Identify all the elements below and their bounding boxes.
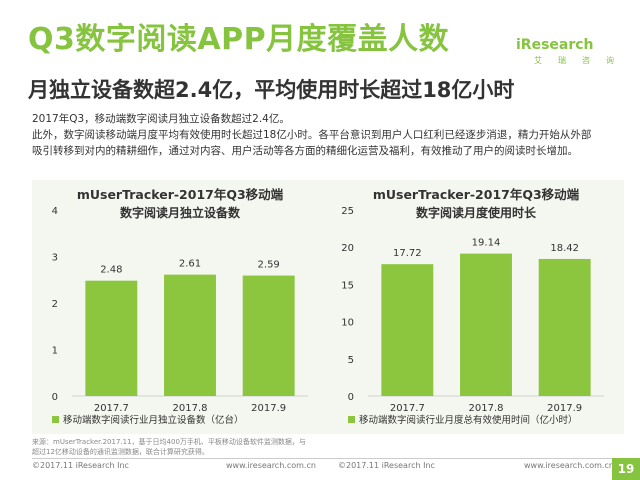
logo-char: 咨 <box>582 56 590 65</box>
description-line: 2017年Q3，移动端数字阅读月独立设备数超过2.4亿。 <box>32 113 290 125</box>
footer-copyright-2: ©2017.11 iResearch Inc <box>338 461 435 470</box>
source-line: 来源：mUserTracker.2017.11，基于日均400万手机、平板移动设… <box>32 438 306 446</box>
logo-char: 瑞 <box>558 56 566 65</box>
devices-bar-chart: 0 1 2 3 4 2.48 2017.7 2.61 2017.8 2.59 2017.9 移动端数字… <box>52 206 308 426</box>
y-tick-label: 20 <box>341 243 354 254</box>
data-label: 2.61 <box>179 259 201 270</box>
page-title: Q3数字阅读APP月度覆盖人数 <box>28 22 450 57</box>
bar <box>242 275 295 396</box>
x-tick-label: 2017.7 <box>94 403 129 414</box>
data-label: 2.48 <box>100 265 122 276</box>
chart-panel-devices: 0 1 2 3 4 2.48 2017.7 2.61 2017.8 2.59 2017.9 移动端数字… <box>32 180 328 434</box>
footer-copyright: ©2017.11 iResearch Inc <box>32 461 129 470</box>
x-tick-label: 2017.8 <box>173 403 208 414</box>
y-tick-label: 1 <box>52 346 58 357</box>
usage-time-bar-chart: 0 5 10 15 20 25 17.72 2017.7 19.14 2017.8 18.42 201… <box>341 206 604 426</box>
data-label: 17.72 <box>393 248 422 259</box>
y-tick-label: 10 <box>341 318 354 329</box>
source-line: 超过12亿移动设备的通讯监测数据，联合计算研究获得。 <box>32 448 209 456</box>
x-tick-label: 2017.9 <box>547 403 582 414</box>
y-tick-label: 15 <box>341 280 354 291</box>
legend-swatch <box>52 416 59 423</box>
logo-char: 询 <box>606 56 614 65</box>
data-label: 19.14 <box>472 238 501 249</box>
bar <box>85 280 138 396</box>
chart-subtitle: 数字阅读月度使用时长 <box>415 206 536 220</box>
chart-panel-usage-time: 0 5 10 15 20 25 17.72 2017.7 19.14 2017.8 18.42 201… <box>328 180 624 434</box>
x-tick-label: 2017.9 <box>251 403 286 414</box>
bar <box>460 253 512 396</box>
footer-url: www.iresearch.com.cn <box>226 461 316 470</box>
page-number: 19 <box>612 458 640 480</box>
data-label: 18.42 <box>550 243 579 254</box>
legend-label: 移动端数字阅读行业月独立设备数（亿台） <box>63 414 244 426</box>
footer-url-2: www.iresearch.com.cn <box>524 461 614 470</box>
footer-divider <box>32 458 612 459</box>
chart-subtitle: 数字阅读月独立设备数 <box>119 206 240 220</box>
bar <box>538 258 591 396</box>
description-line: 吸引转移到对内的精耕细作，通过对内容、用户活动等各方面的精细化运营及福利，有效推… <box>32 145 578 157</box>
y-tick-label: 4 <box>52 206 58 217</box>
bar <box>164 274 216 396</box>
y-tick-label: 25 <box>341 206 354 217</box>
bar <box>381 264 434 396</box>
logo-text: iResearch <box>516 37 594 53</box>
chart-title: mUserTracker-2017年Q3移动端 <box>76 187 284 202</box>
legend-label: 移动端数字阅读行业月度总有效使用时间（亿小时） <box>359 414 578 426</box>
y-tick-label: 3 <box>52 253 58 264</box>
chart-title: mUserTracker-2017年Q3移动端 <box>372 187 580 202</box>
y-tick-label: 0 <box>52 392 58 403</box>
iresearch-logo: iResearch 艾 瑞 咨 询 <box>516 38 622 74</box>
description-line: 此外，数字阅读移动端月度平均有效使用时长超过18亿小时。各平台意识到用户人口红利… <box>32 129 592 141</box>
x-tick-label: 2017.8 <box>469 403 504 414</box>
logo-subtext: 艾 瑞 咨 询 <box>516 57 622 65</box>
logo-char: 艾 <box>534 56 542 65</box>
y-tick-label: 5 <box>348 355 354 366</box>
legend-swatch <box>348 416 355 423</box>
y-tick-label: 2 <box>52 299 58 310</box>
page-subtitle: 月独立设备数超2.4亿，平均使用时长超过18亿小时 <box>28 78 515 102</box>
x-tick-label: 2017.7 <box>390 403 425 414</box>
source-note: 来源：mUserTracker.2017.11，基于日均400万手机、平板移动设… <box>32 437 628 457</box>
y-tick-label: 0 <box>348 392 354 403</box>
data-label: 2.59 <box>258 260 280 271</box>
